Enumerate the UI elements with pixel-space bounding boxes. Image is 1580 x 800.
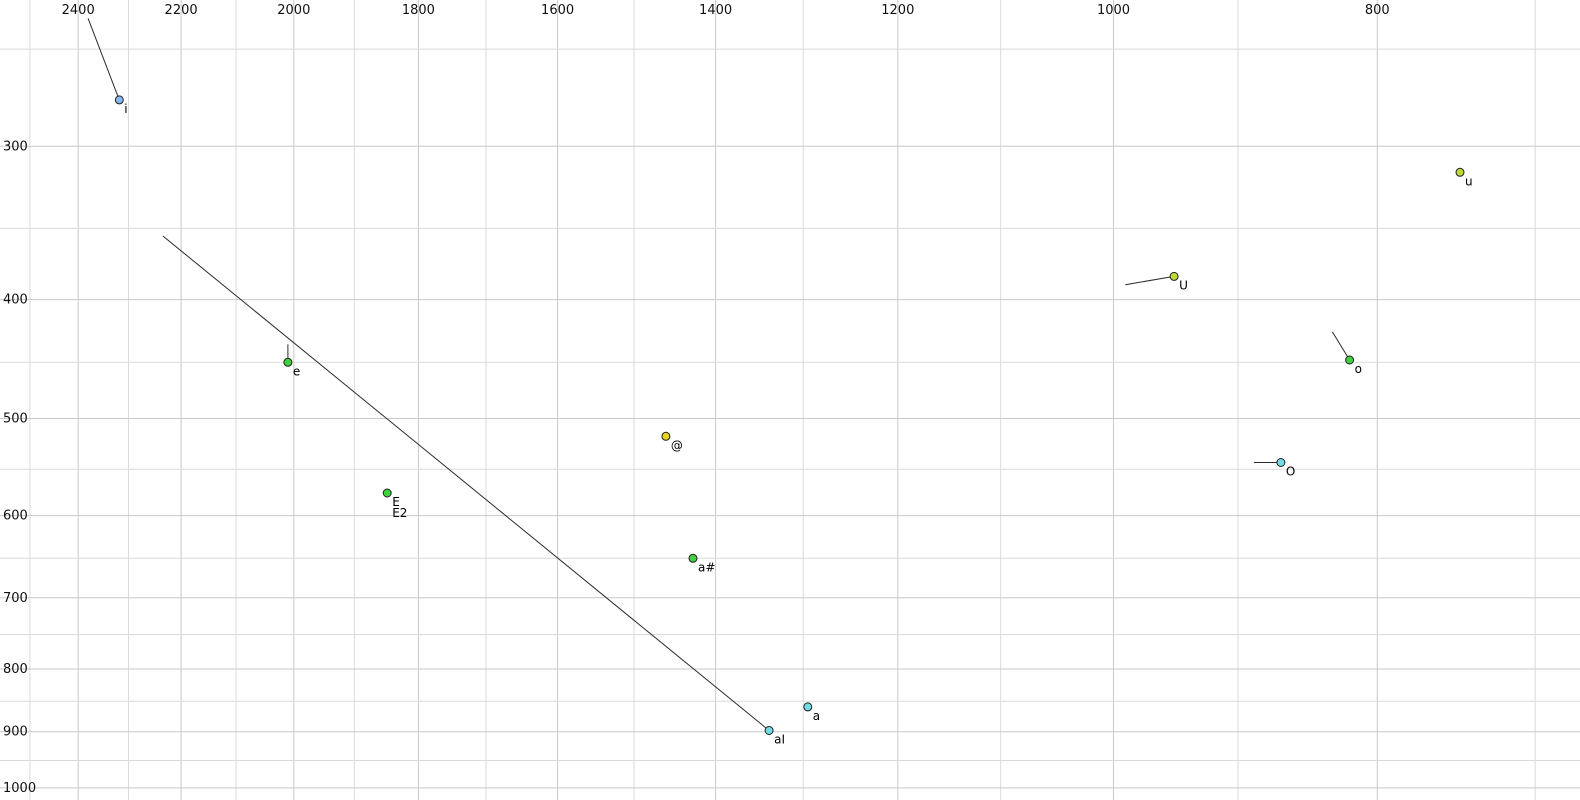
vowel-label-o: o: [1355, 362, 1362, 376]
vowel-label-E: E: [392, 495, 400, 509]
vowel-point-a#: [688, 553, 698, 563]
vowel-point-O: [1276, 458, 1286, 467]
y-tick-label-900: 900: [3, 725, 28, 740]
x-tick-label-1400: 1400: [699, 3, 732, 18]
x-tick-label-1800: 1800: [402, 3, 435, 18]
vowel-point-aI: [764, 726, 774, 735]
vowel-point-o: [1345, 355, 1355, 365]
vowel-label-@: @: [671, 438, 683, 452]
vowel-point-E: [382, 488, 392, 498]
y-tick-label-700: 700: [3, 591, 28, 606]
x-tick-label-1600: 1600: [541, 3, 574, 18]
segment-i-tail: [87, 18, 120, 101]
segment-o-tail: [1331, 331, 1351, 361]
vowel-label-E2: E2: [392, 506, 407, 520]
vowel-label-O: O: [1286, 465, 1295, 479]
vowel-point-U: [1169, 271, 1179, 281]
x-tick-label-800: 800: [1365, 3, 1390, 18]
vowel-label-i: i: [124, 102, 127, 116]
y-tick-label-800: 800: [3, 662, 28, 677]
x-tick-label-1200: 1200: [881, 3, 914, 18]
segment-U-tail: [1125, 275, 1175, 286]
y-tick-label-400: 400: [3, 293, 28, 308]
vowel-label-a: a: [813, 709, 820, 723]
vowel-label-u: u: [1465, 174, 1473, 188]
vowel-point-u: [1455, 167, 1465, 177]
y-tick-label-600: 600: [3, 509, 28, 524]
vowel-label-a#: a#: [698, 560, 715, 574]
x-tick-label-2200: 2200: [165, 3, 198, 18]
vowel-label-U: U: [1179, 278, 1188, 292]
vowel-point-a: [803, 702, 813, 712]
vowel-point-e: [283, 357, 293, 367]
x-tick-label-1000: 1000: [1097, 3, 1130, 18]
vowel-label-aI: aI: [774, 733, 785, 747]
x-tick-label-2400: 2400: [62, 3, 95, 18]
y-tick-label-500: 500: [3, 412, 28, 427]
vowel-label-e: e: [293, 364, 300, 378]
vowel-point-@: [661, 431, 671, 441]
vowel-point-i: [114, 95, 124, 105]
x-tick-label-2000: 2000: [277, 3, 310, 18]
segment-aI-trajectory: [162, 235, 770, 731]
y-tick-label-300: 300: [3, 139, 28, 154]
y-tick-label-1000: 1000: [3, 781, 36, 796]
